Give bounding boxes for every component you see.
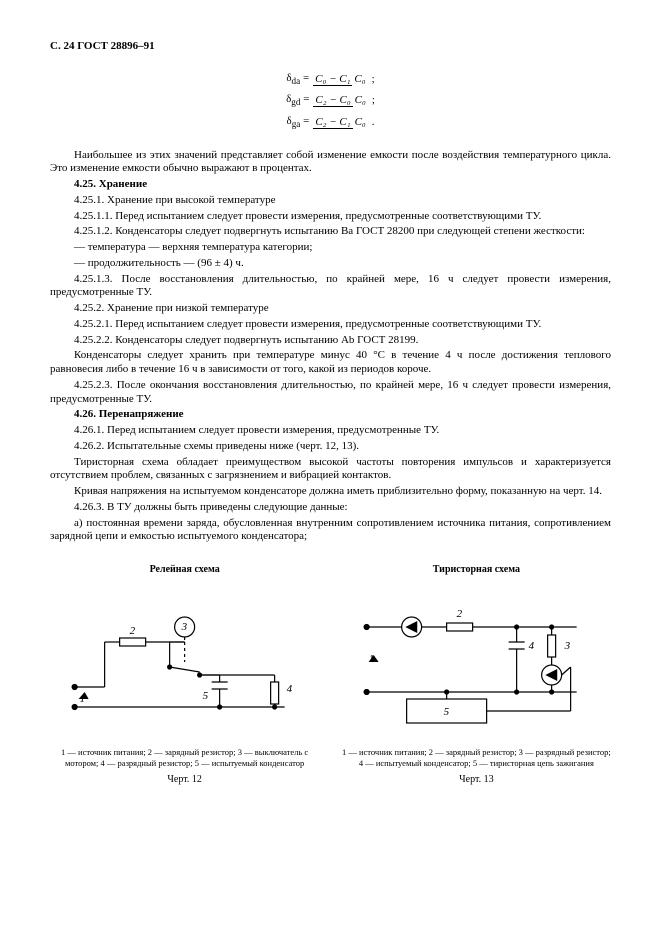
paragraph: а) постоянная времени заряда, обусловлен… <box>50 517 611 545</box>
paragraph: 4.25.2.1. Перед испытанием следует прове… <box>50 318 611 332</box>
paragraph: 4.25.2.2. Конденсаторы следует подвергну… <box>50 334 611 348</box>
paragraph: — температура — верхняя температура кате… <box>50 241 611 255</box>
diagram-left-caption: 1 — источник питания; 2 — зарядный резис… <box>50 747 319 767</box>
diagram-right-title: Тиристорная схема <box>342 564 611 577</box>
diagram-left: Релейная схема <box>50 564 319 786</box>
paragraph: 4.25.2.3. После окончания восстановления… <box>50 379 611 407</box>
label-5: 5 <box>443 706 449 718</box>
body-text: Наибольшее из этих значений представляет… <box>50 149 611 545</box>
paragraph: Наибольшее из этих значений представляет… <box>50 149 611 177</box>
label-5: 5 <box>203 690 209 702</box>
paragraph: Конденсаторы следует хранить при темпера… <box>50 349 611 377</box>
label-2: 2 <box>130 625 136 637</box>
paragraph: Тиристорная схема обладает преимуществом… <box>50 456 611 484</box>
label-2: 2 <box>456 608 462 620</box>
formula-den: C₀ <box>353 116 368 128</box>
paragraph: Кривая напряжения на испытуемом конденса… <box>50 485 611 499</box>
formula-lhs: δgd = <box>286 93 309 109</box>
formula-num: C₂ − C₀ <box>313 94 352 107</box>
page: С. 24 ГОСТ 28896–91 δda = C₀ − C₁C₀ ; δg… <box>0 0 661 816</box>
label-3: 3 <box>181 621 188 633</box>
diagram-left-title: Релейная схема <box>50 564 319 577</box>
formula-3: δga = C₂ − C₁C₀ . <box>50 115 611 131</box>
paragraph: 4.25.1.3. После восстановления длительно… <box>50 273 611 301</box>
formula-tail: ; <box>372 94 375 108</box>
paragraph: 4.26.2. Испытательные схемы приведены ни… <box>50 440 611 454</box>
label-4: 4 <box>287 683 293 695</box>
paragraph: 4.26.1. Перед испытанием следует провест… <box>50 424 611 438</box>
paragraph: 4.25.1.2. Конденсаторы следует подвергну… <box>50 225 611 239</box>
page-header: С. 24 ГОСТ 28896–91 <box>50 40 611 54</box>
formula-tail: ; <box>372 73 375 87</box>
formula-num: C₂ − C₁ <box>313 116 352 129</box>
formula-num: C₀ − C₁ <box>313 73 352 86</box>
diagram-right-caption: 1 — источник питания; 2 — зарядный резис… <box>342 747 611 767</box>
paragraph: 4.26.3. В ТУ должны быть приведены следу… <box>50 501 611 515</box>
paragraph: — продолжительность — (96 ± 4) ч. <box>50 257 611 271</box>
formula-block: δda = C₀ − C₁C₀ ; δgd = C₂ − C₀C₀ ; δga … <box>50 72 611 131</box>
formula-den: C₀ <box>352 73 367 85</box>
paragraph: 4.25.2. Хранение при низкой температуре <box>50 302 611 316</box>
formula-lhs: δga = <box>287 115 310 131</box>
relay-schematic: 1 2 3 4 5 <box>50 587 319 737</box>
paragraph: 4.26. Перенапряжение <box>50 408 611 422</box>
diagram-left-fig: Черт. 12 <box>50 774 319 787</box>
thyristor-schematic: 1 2 3 4 5 <box>342 587 611 737</box>
formula-lhs: δda = <box>286 72 309 88</box>
formula-tail: . <box>372 116 375 130</box>
diagram-right: Тиристорная схема <box>342 564 611 786</box>
paragraph: 4.25. Хранение <box>50 178 611 192</box>
label-4: 4 <box>528 640 534 652</box>
diagram-right-fig: Черт. 13 <box>342 774 611 787</box>
label-3: 3 <box>563 640 570 652</box>
paragraph: 4.25.1. Хранение при высокой температуре <box>50 194 611 208</box>
paragraph: 4.25.1.1. Перед испытанием следует прове… <box>50 210 611 224</box>
formula-1: δda = C₀ − C₁C₀ ; <box>50 72 611 88</box>
diagrams-row: Релейная схема <box>50 564 611 786</box>
formula-2: δgd = C₂ − C₀C₀ ; <box>50 93 611 109</box>
formula-den: C₀ <box>353 94 368 106</box>
